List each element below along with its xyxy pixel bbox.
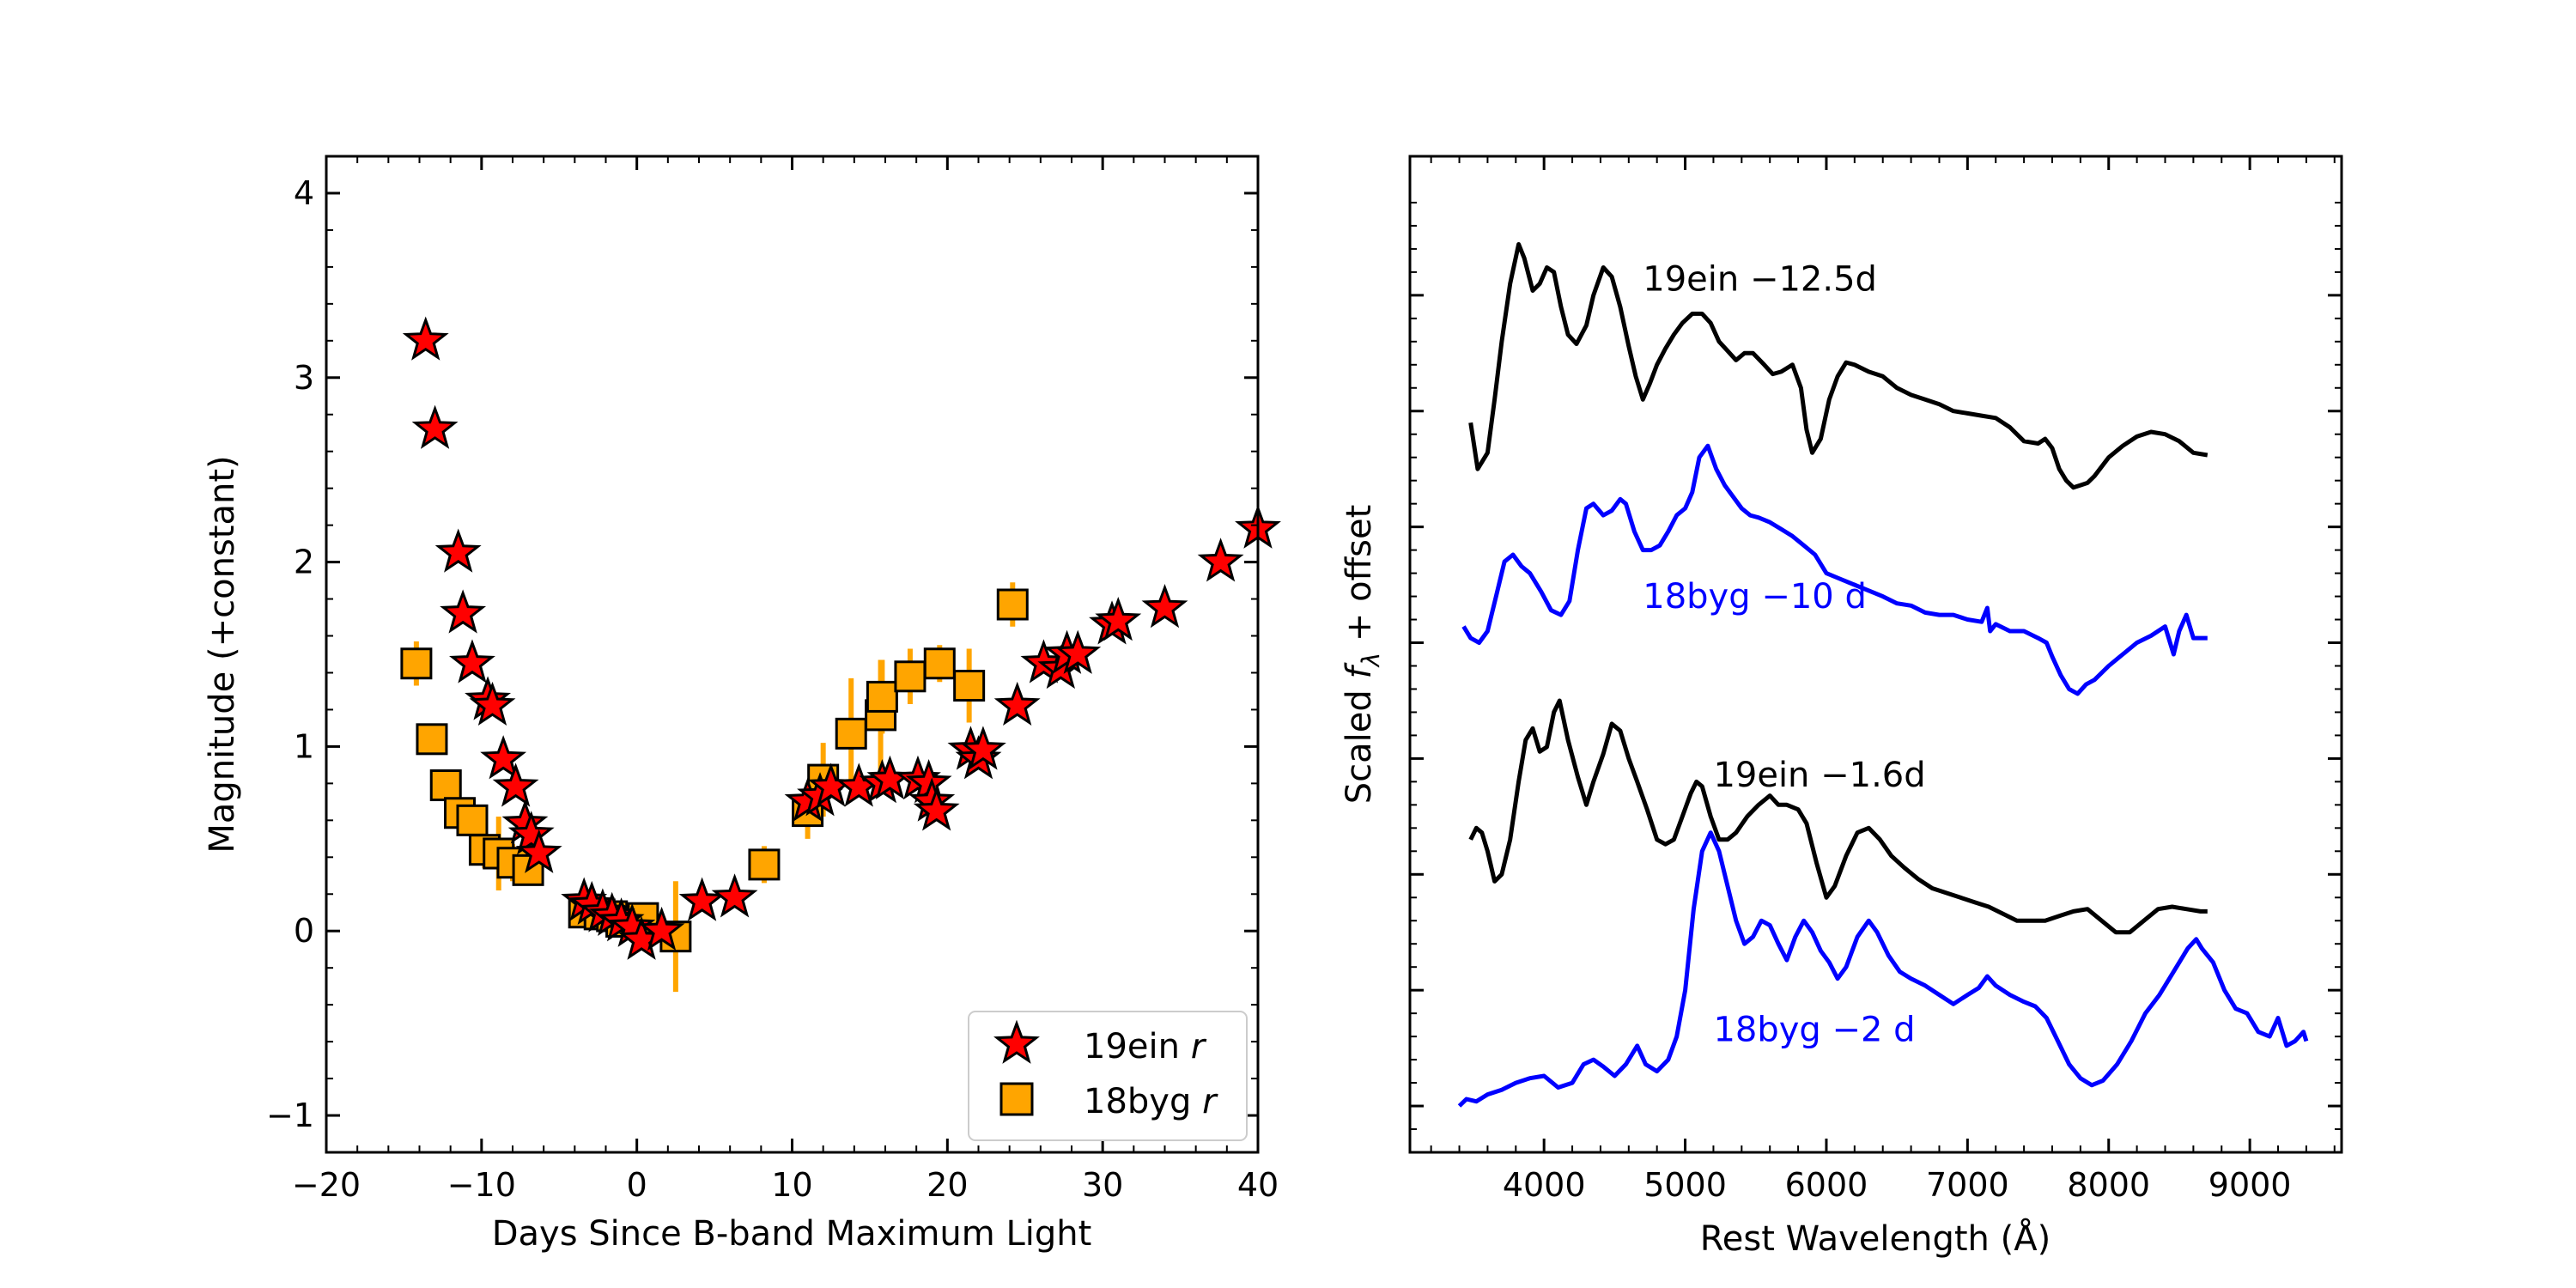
star-19ein-4 xyxy=(449,639,495,683)
legend-19ein-band: r xyxy=(1191,1027,1207,1066)
legend-entry-19ein: 19ein r xyxy=(1084,1027,1207,1066)
legend-19ein-name: 19ein xyxy=(1084,1027,1180,1066)
y-axis-label-right: Scaled fλ + offset xyxy=(1340,505,1385,805)
legend: 19ein r 18byg r xyxy=(968,1011,1248,1141)
x-tick-label-left: 20 xyxy=(927,1166,968,1204)
spectrum-line-3 xyxy=(1457,830,2309,1108)
legend-star-marker xyxy=(993,1019,1040,1064)
star-19ein-11 xyxy=(515,829,562,873)
star-19ein-39 xyxy=(1054,629,1102,674)
spectrum-annotations: 19ein −12.5d 18byg −10 d 19ein −1.6d 18byg … xyxy=(1643,259,1925,1049)
y-ticks-right xyxy=(1410,201,2342,1131)
square-18byg-15 xyxy=(748,848,781,881)
spectrum-line-2 xyxy=(1468,698,2208,935)
legend-18byg-name: 18byg xyxy=(1084,1082,1191,1121)
square-18byg-23 xyxy=(953,670,986,702)
legend-square-marker xyxy=(999,1082,1034,1116)
star-19ein-3 xyxy=(440,589,487,634)
star-19ein-0 xyxy=(402,316,449,361)
y-tick-label-left: 3 xyxy=(294,359,314,397)
square-18byg-4 xyxy=(456,804,489,836)
spectrum-annotation-0: 19ein −12.5d xyxy=(1643,259,1877,299)
x-tick-label-right: 4000 xyxy=(1503,1166,1586,1204)
star-19ein-31 xyxy=(913,787,960,831)
square-18byg-2 xyxy=(429,769,462,802)
x-axis-label-left: Days Since B-band Maximum Light xyxy=(492,1214,1092,1254)
markers-19ein xyxy=(402,316,1281,960)
star-19ein-10 xyxy=(507,811,555,855)
y-tick-label-left: 2 xyxy=(294,544,314,581)
star-19ein-43 xyxy=(1197,538,1244,582)
spectrum-annotation-1: 18byg −10 d xyxy=(1643,577,1867,617)
x-tick-label-right: 5000 xyxy=(1643,1166,1727,1204)
square-18byg-0 xyxy=(400,647,433,680)
y-tick-label-left: 1 xyxy=(294,727,314,765)
star-19ein-35 xyxy=(993,681,1041,726)
spectra-lines xyxy=(1457,242,2309,1108)
x-tick-label-left: 0 xyxy=(627,1166,647,1204)
star-19ein-19 xyxy=(638,906,685,951)
star-19ein-41 xyxy=(1095,597,1142,641)
spectra-panel: 4000 5000 6000 7000 8000 9000 19ein −12.5d 18b… xyxy=(1340,155,2343,1259)
x-tick-label-left: −10 xyxy=(447,1166,516,1204)
star-19ein-1 xyxy=(411,404,459,449)
x-tick-label-left: 30 xyxy=(1082,1166,1123,1204)
star-19ein-6 xyxy=(469,681,516,726)
plot-frame-right xyxy=(1408,155,2343,1154)
star-19ein-2 xyxy=(434,528,482,573)
legend-box xyxy=(968,1011,1248,1141)
star-19ein-8 xyxy=(492,762,539,807)
x-axis-label-right: Rest Wavelength (Å) xyxy=(1700,1218,2050,1259)
y-axis-label-left: Magnitude (+constant) xyxy=(203,455,242,853)
x-tick-label-right: 6000 xyxy=(1785,1166,1868,1204)
square-18byg-18 xyxy=(835,717,867,750)
y-label-prefix: Scaled xyxy=(1340,679,1379,805)
square-18byg-21 xyxy=(894,660,927,693)
y-tick-label-left: 4 xyxy=(294,174,314,212)
legend-18byg-band: r xyxy=(1202,1082,1218,1121)
x-tick-label-left: −20 xyxy=(292,1166,361,1204)
y-label-suffix: + offset xyxy=(1340,505,1379,653)
star-19ein-7 xyxy=(480,735,527,780)
star-19ein-42 xyxy=(1141,583,1188,629)
spectrum-line-1 xyxy=(1461,443,2208,696)
legend-star-path xyxy=(993,1019,1040,1064)
square-18byg-22 xyxy=(923,647,956,680)
star-19ein-21 xyxy=(711,873,758,918)
star-19ein-34 xyxy=(959,726,1006,770)
spectrum-line-0 xyxy=(1468,242,2208,490)
y-label-subscript: λ xyxy=(1357,653,1385,669)
square-18byg-24 xyxy=(996,588,1029,621)
star-19ein-20 xyxy=(678,877,726,921)
x-tick-label-right: 9000 xyxy=(2208,1166,2292,1204)
spectrum-annotation-3: 18byg −2 d xyxy=(1713,1011,1915,1050)
x-ticks-right: 4000 5000 6000 7000 8000 9000 xyxy=(1430,156,2336,1204)
spectrum-annotation-2: 19ein −1.6d xyxy=(1713,756,1925,795)
y-tick-label-left: −1 xyxy=(266,1097,314,1134)
square-18byg-1 xyxy=(416,723,448,756)
x-tick-label-right: 7000 xyxy=(1926,1166,2009,1204)
x-tick-label-left: 10 xyxy=(771,1166,812,1204)
y-tick-label-left: 0 xyxy=(294,912,314,950)
x-tick-label-left: 40 xyxy=(1237,1166,1279,1204)
y-ticks-left: −1 0 1 2 3 4 xyxy=(266,174,1258,1134)
x-tick-label-right: 8000 xyxy=(2067,1166,2150,1204)
legend-entry-18byg: 18byg r xyxy=(1084,1082,1218,1121)
square-18byg-20 xyxy=(866,680,898,713)
